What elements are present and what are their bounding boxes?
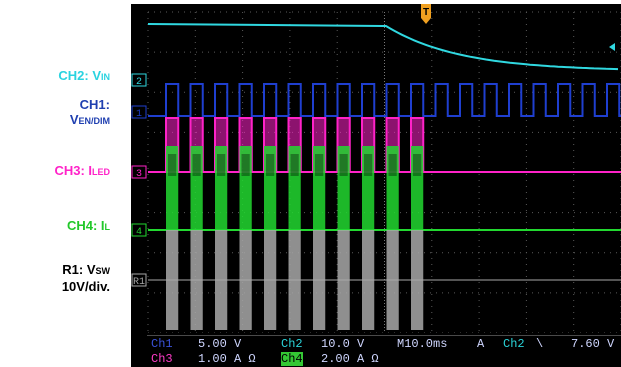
ch3-marker: 3 (136, 169, 142, 180)
ch1-marker-box (131, 105, 147, 119)
label-ch3-iled: CH3: ILED (54, 163, 110, 178)
r1-burst (411, 230, 424, 330)
ch2-marker-box (131, 73, 147, 87)
ch4-burst-gap (388, 154, 397, 176)
readout-trigger-slope: \ (536, 337, 544, 351)
ch4-burst-gap (364, 154, 373, 176)
ch2-marker: 2 (136, 77, 142, 88)
r1-marker-box (131, 273, 147, 287)
r1-burst (190, 230, 203, 330)
readout-ch1-name: Ch1 (151, 337, 173, 351)
label-ch2-vin: CH2: VIN (58, 68, 110, 83)
ch4-burst (190, 146, 203, 230)
readout-ch2-scale: 10.0 V (321, 337, 365, 351)
ch1-marker: 1 (136, 109, 142, 120)
readout-ch3-name: Ch3 (151, 352, 173, 366)
channel-markers: 2 1 3 4 R1 T (131, 4, 615, 288)
ch4-burst (288, 146, 301, 230)
waveforms (147, 23, 621, 330)
oscilloscope-display: 2 1 3 4 R1 T Ch1 5.00 V Ch2 10.0 V M10.0ms A … (131, 4, 621, 367)
ch4-burst (386, 146, 399, 230)
ch4-marker-box (131, 223, 147, 237)
r1-burst (288, 230, 301, 330)
ch4-burst (239, 146, 252, 230)
ch4-burst (411, 146, 424, 230)
trigger-t-label: T (423, 7, 429, 18)
ch4-burst (362, 146, 375, 230)
readout-trigger-mode: A (477, 337, 485, 351)
ch4-burst-gap (192, 154, 201, 176)
scope-readout-bar: Ch1 5.00 V Ch2 10.0 V M10.0ms A Ch2 \ 7.… (131, 333, 621, 367)
ch2-trace (147, 23, 619, 71)
ch4-burst-gap (290, 154, 299, 176)
ch4-burst-gap (217, 154, 226, 176)
ch3-marker-box (131, 165, 147, 179)
r1-burst (337, 230, 350, 330)
ch4-burst (166, 146, 179, 230)
ch4-burst-gap (413, 154, 422, 176)
readout-ch1-scale: 5.00 V (198, 337, 242, 351)
ch4-burst (337, 146, 350, 230)
ch4-burst-gap (315, 154, 324, 176)
readout-ch4-name: Ch4 (281, 352, 303, 366)
ch4-marker: 4 (136, 227, 142, 238)
trigger-t-icon (421, 4, 431, 24)
ch4-burst-gap (241, 154, 250, 176)
label-ch1-ven-dim: CH1: VEN/DIM (69, 97, 110, 127)
label-ch4-il: CH4: IL (66, 218, 110, 233)
scope-waveform-area: 2 1 3 4 R1 T (131, 4, 621, 333)
ch4-burst (313, 146, 326, 230)
r1-burst (362, 230, 375, 330)
readout-timebase: M10.0ms (397, 337, 448, 351)
ch1-trace (148, 83, 621, 117)
ch4-burst-gap (266, 154, 275, 176)
readout-ch3-scale: 1.00 A Ω (198, 352, 256, 366)
ch4-burst (264, 146, 277, 230)
r1-burst (386, 230, 399, 330)
r1-marker: R1 (133, 277, 145, 288)
left-arrow-icon (609, 43, 615, 51)
readout-trigger-level: 7.60 V (571, 337, 615, 351)
ch4-burst-gap (168, 154, 177, 176)
r1-burst (215, 230, 228, 330)
ch4-burst-gap (339, 154, 348, 176)
label-r1-vsw: R1: VSW 10V/div. (61, 262, 110, 294)
ch4-burst (215, 146, 228, 230)
r1-burst (313, 230, 326, 330)
readout-ch2-name: Ch2 (281, 337, 303, 351)
readout-trigger-source: Ch2 (503, 337, 525, 351)
r1-burst (239, 230, 252, 330)
readout-ch4-scale: 2.00 A Ω (321, 352, 379, 366)
r1-burst (264, 230, 277, 330)
r1-burst (166, 230, 179, 330)
